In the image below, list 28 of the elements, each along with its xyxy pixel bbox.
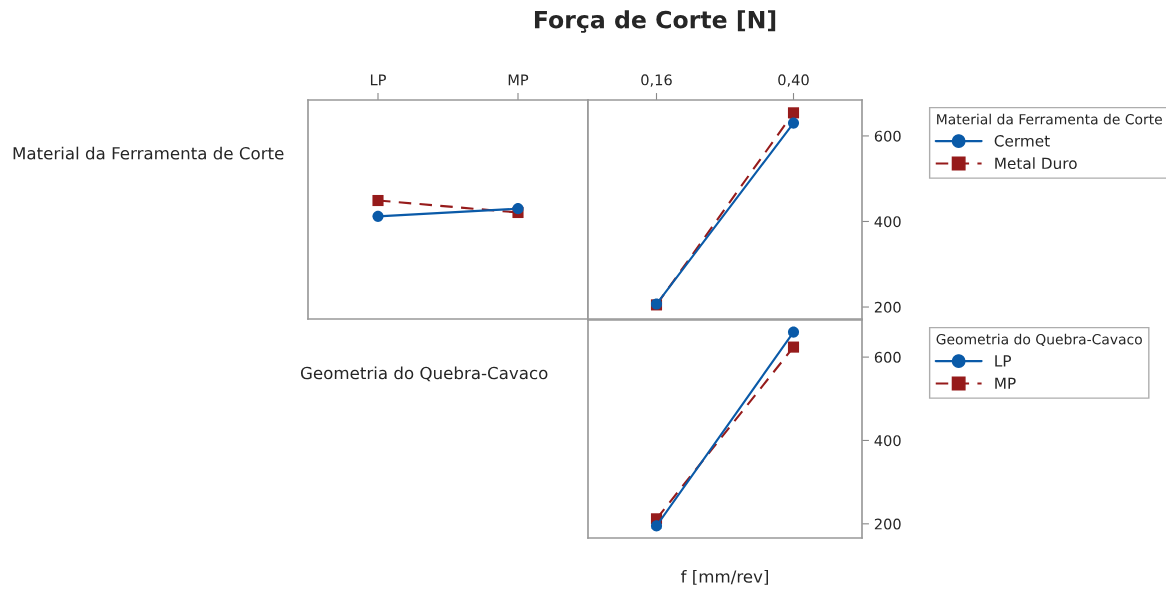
x-tick-label: MP — [508, 74, 529, 86]
legend-title: Geometria do Quebra-Cavaco — [936, 333, 1142, 347]
point — [650, 520, 663, 532]
legend-label: LP — [995, 355, 1012, 367]
legend-label: MP — [995, 377, 1016, 389]
point — [787, 117, 800, 129]
y-tick-label: 600 — [874, 130, 901, 142]
point — [512, 203, 524, 215]
point — [787, 341, 800, 353]
y-axis-title: Material da Ferramenta de Corte — [13, 146, 284, 160]
y-tick-label: 600 — [874, 351, 901, 363]
y-tick-label: 200 — [874, 301, 901, 313]
point — [372, 194, 384, 207]
point — [372, 210, 384, 222]
x-tick-label: LP — [370, 74, 386, 86]
y-tick-label: 400 — [874, 435, 901, 447]
x-tick-label: 0,40 — [778, 74, 809, 87]
y-axis-title: Geometria do Quebra-Cavaco — [300, 366, 548, 382]
y-tick-label: 400 — [874, 216, 901, 228]
x-axis-title: f [mm/rev] — [680, 569, 768, 585]
text: Força de Corte [N] — [534, 10, 776, 33]
point — [787, 326, 800, 338]
point — [787, 107, 800, 119]
y-tick-label: 200 — [874, 518, 901, 530]
legend-label: Cermet — [994, 135, 1050, 147]
legend-title: Material da Ferramenta de Corte — [937, 113, 1162, 125]
x-tick-label: 0,16 — [641, 74, 672, 87]
legend-label: Metal Duro — [995, 157, 1077, 170]
